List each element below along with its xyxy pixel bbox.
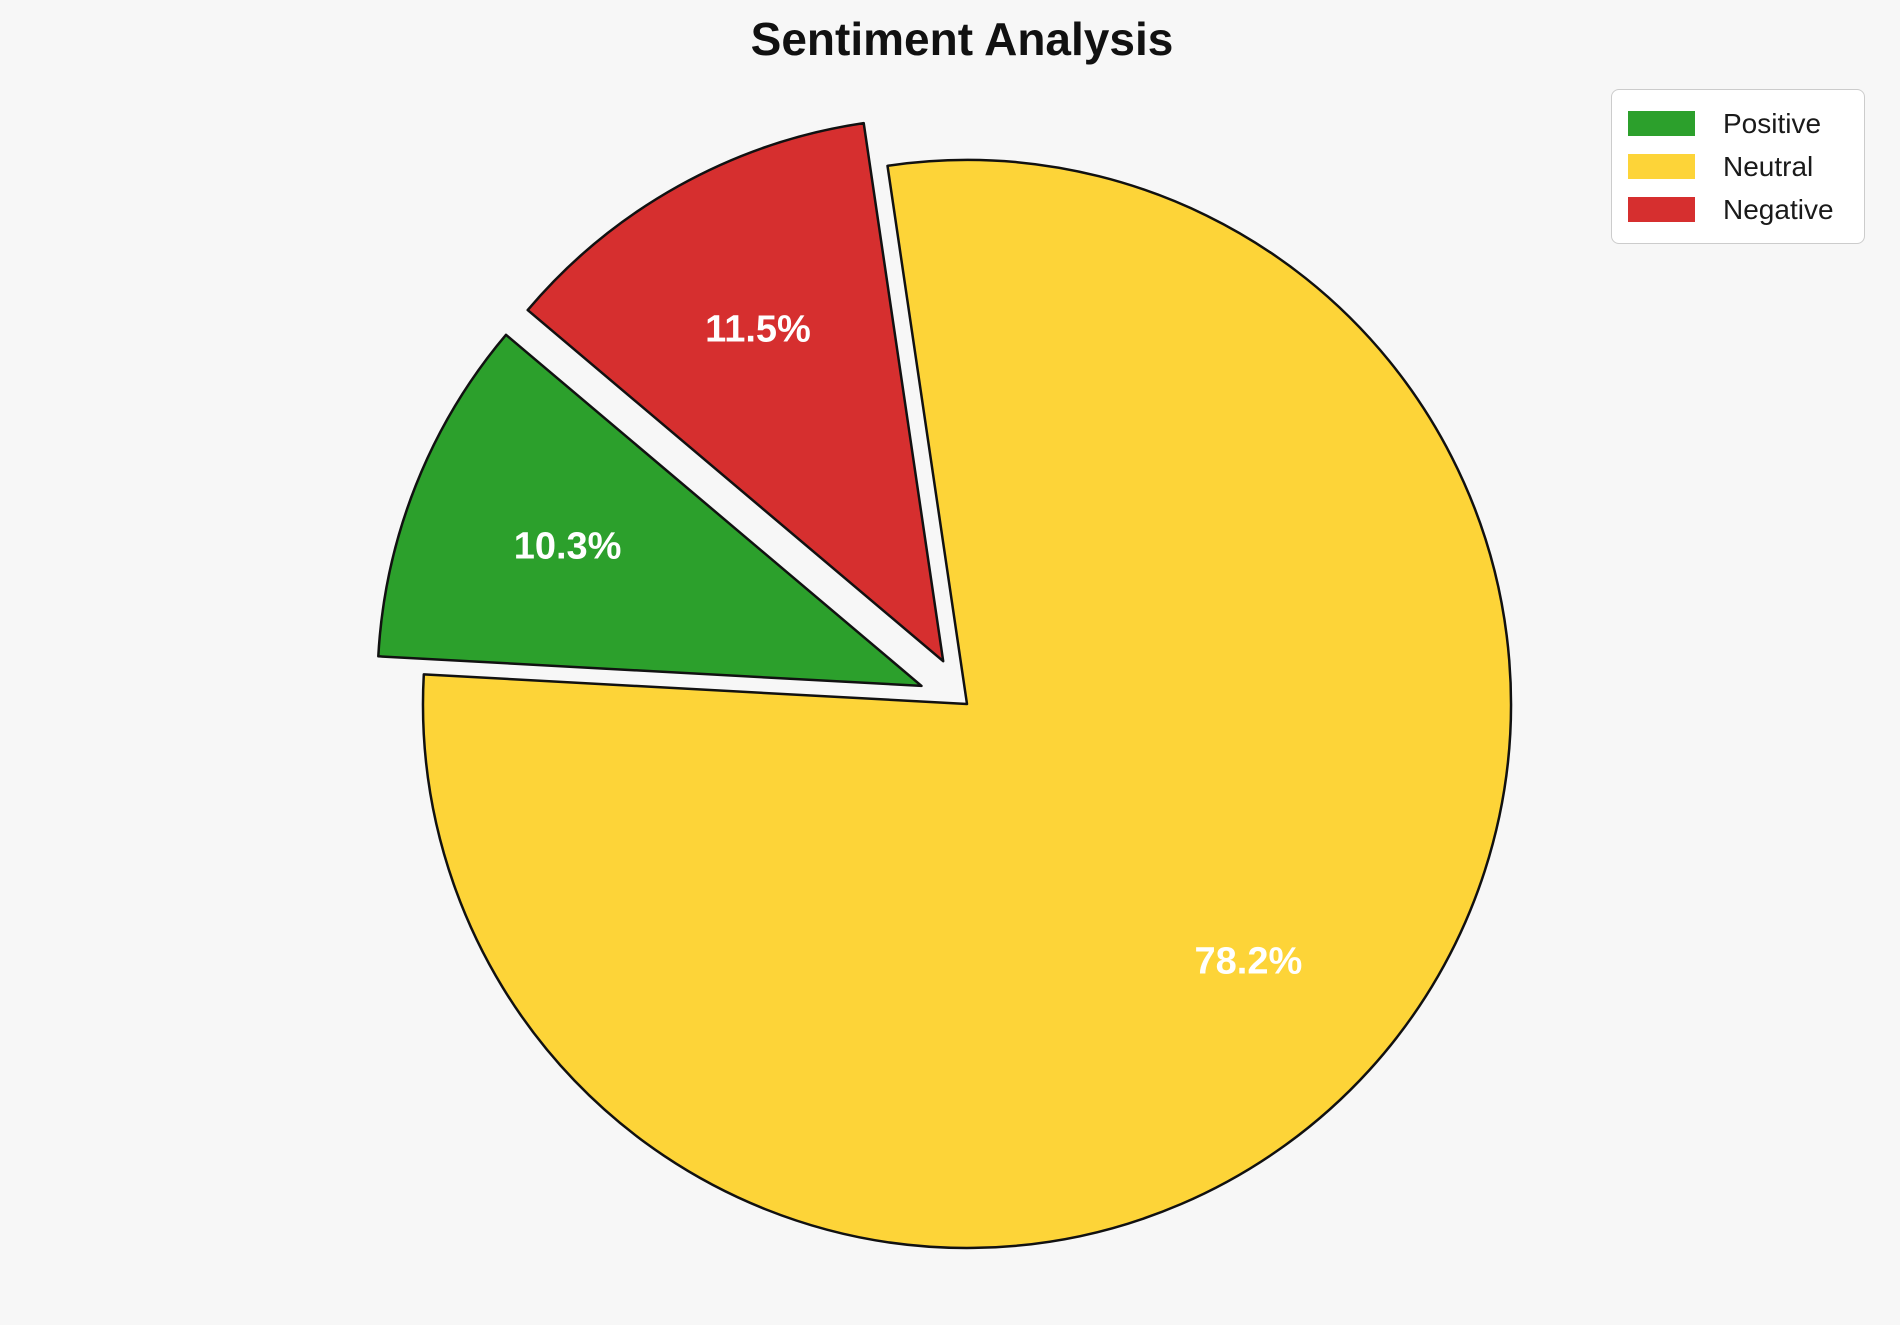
pct-label-negative: 11.5% xyxy=(705,309,811,351)
pct-label-positive: 10.3% xyxy=(514,525,622,567)
legend-swatch-neutral xyxy=(1628,154,1695,179)
legend-item-neutral: Neutral xyxy=(1628,145,1848,188)
legend-swatch-positive xyxy=(1628,111,1695,136)
legend-label: Neutral xyxy=(1723,150,1814,182)
pie-slice-positive xyxy=(377,333,923,688)
pie-slices xyxy=(377,121,1513,1250)
chart-title: Sentiment Analysis xyxy=(751,13,1174,65)
legend: Positive Neutral Negative xyxy=(1611,89,1865,244)
legend-swatch-negative xyxy=(1628,197,1695,222)
legend-item-negative: Negative xyxy=(1628,188,1848,231)
legend-label: Positive xyxy=(1723,107,1822,139)
legend-item-positive: Positive xyxy=(1628,102,1848,145)
pct-label-neutral: 78.2% xyxy=(1195,941,1303,983)
pie-slice-negative xyxy=(526,121,945,663)
pie-slice-labels: 10.3% 78.2% 11.5% xyxy=(514,309,1303,983)
pie-slice-neutral xyxy=(421,158,1513,1250)
legend-label: Negative xyxy=(1723,193,1834,225)
